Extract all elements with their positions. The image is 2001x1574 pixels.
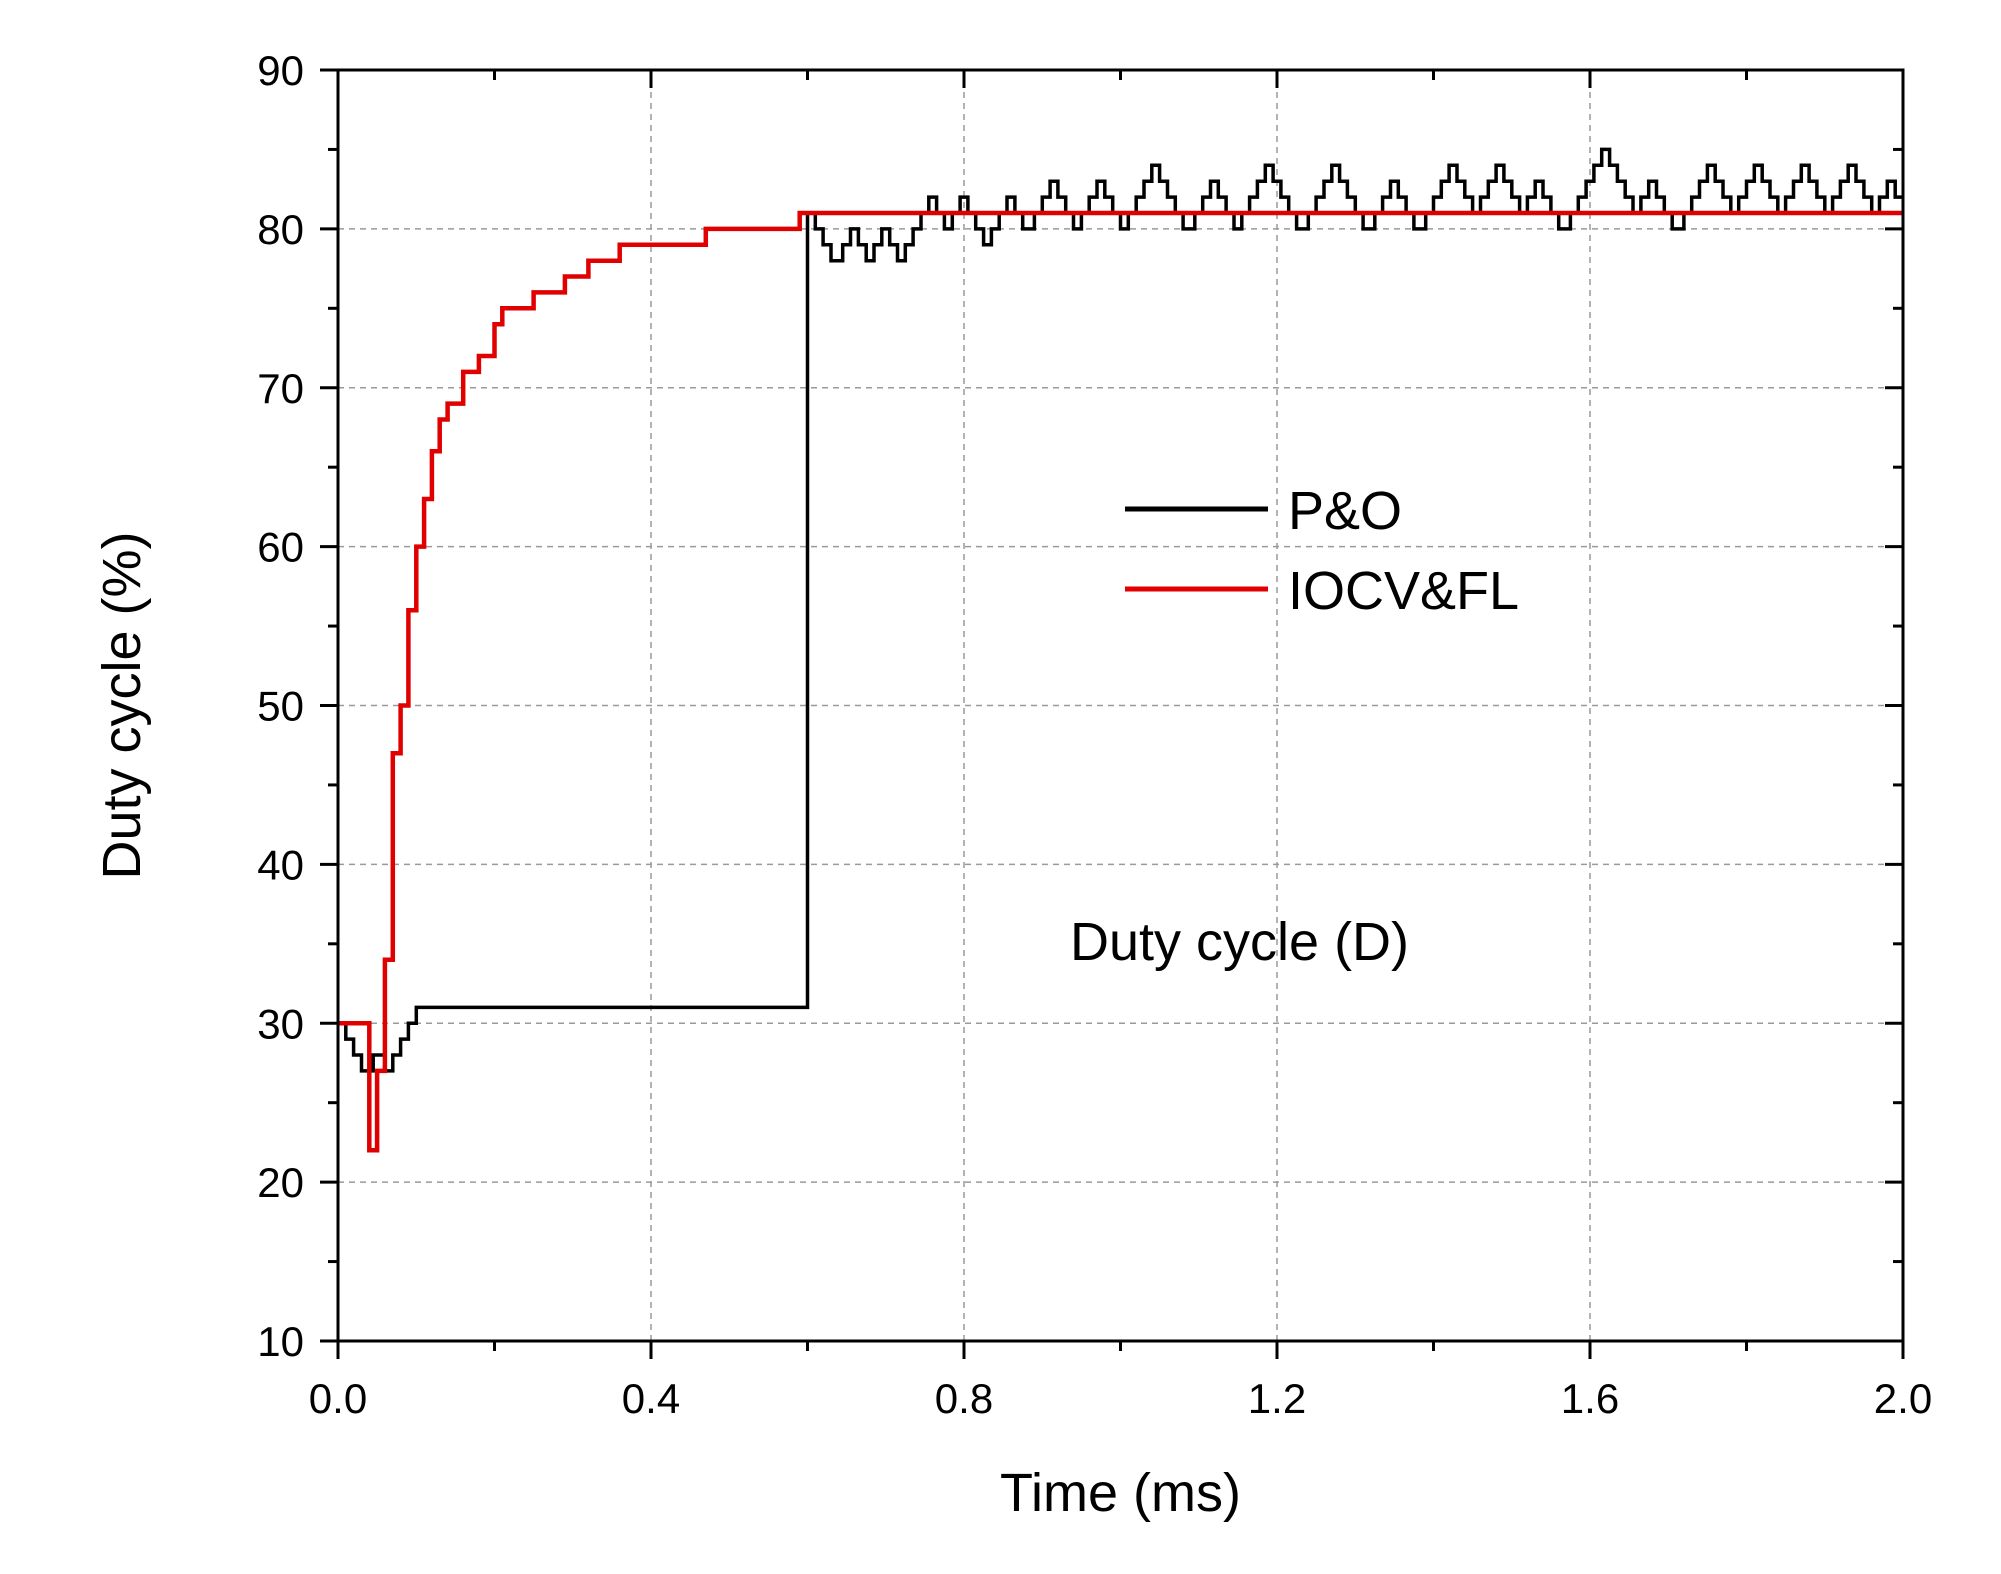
legend: P&O IOCV&FL bbox=[1125, 481, 1519, 621]
chart-annotation: Duty cycle (D) bbox=[1070, 912, 1409, 972]
y-tick-label: 60 bbox=[257, 524, 304, 571]
x-tick-label: 0.8 bbox=[935, 1375, 993, 1422]
y-tick-label: 70 bbox=[257, 365, 304, 412]
y-tick-label: 80 bbox=[257, 206, 304, 253]
y-axis-title: Duty cycle (%) bbox=[92, 531, 152, 879]
legend-label-p-and-o: P&O bbox=[1288, 481, 1402, 541]
y-tick-label: 10 bbox=[257, 1318, 304, 1365]
y-tick-label: 40 bbox=[257, 841, 304, 888]
y-tick-label: 90 bbox=[257, 47, 304, 94]
y-tick-label: 30 bbox=[257, 1000, 304, 1047]
axis-ticks: 0.0 0.4 0.8 1.2 1.6 2.0 10 20 30 40 50 60 70 80 90 bbox=[257, 47, 1932, 1422]
series-lines bbox=[338, 147, 1903, 1153]
legend-label-iocv-fl: IOCV&FL bbox=[1288, 561, 1519, 621]
series-line-iocv-fl bbox=[338, 210, 1903, 1153]
y-tick-label: 50 bbox=[257, 683, 304, 730]
x-tick-label: 0.4 bbox=[622, 1375, 680, 1422]
grid bbox=[338, 70, 1903, 1341]
x-tick-label: 1.2 bbox=[1248, 1375, 1306, 1422]
x-axis-title: Time (ms) bbox=[1000, 1463, 1241, 1523]
x-tick-label: 1.6 bbox=[1561, 1375, 1619, 1422]
x-tick-label: 2.0 bbox=[1874, 1375, 1932, 1422]
y-tick-label: 20 bbox=[257, 1159, 304, 1206]
x-tick-label: 0.0 bbox=[309, 1375, 367, 1422]
